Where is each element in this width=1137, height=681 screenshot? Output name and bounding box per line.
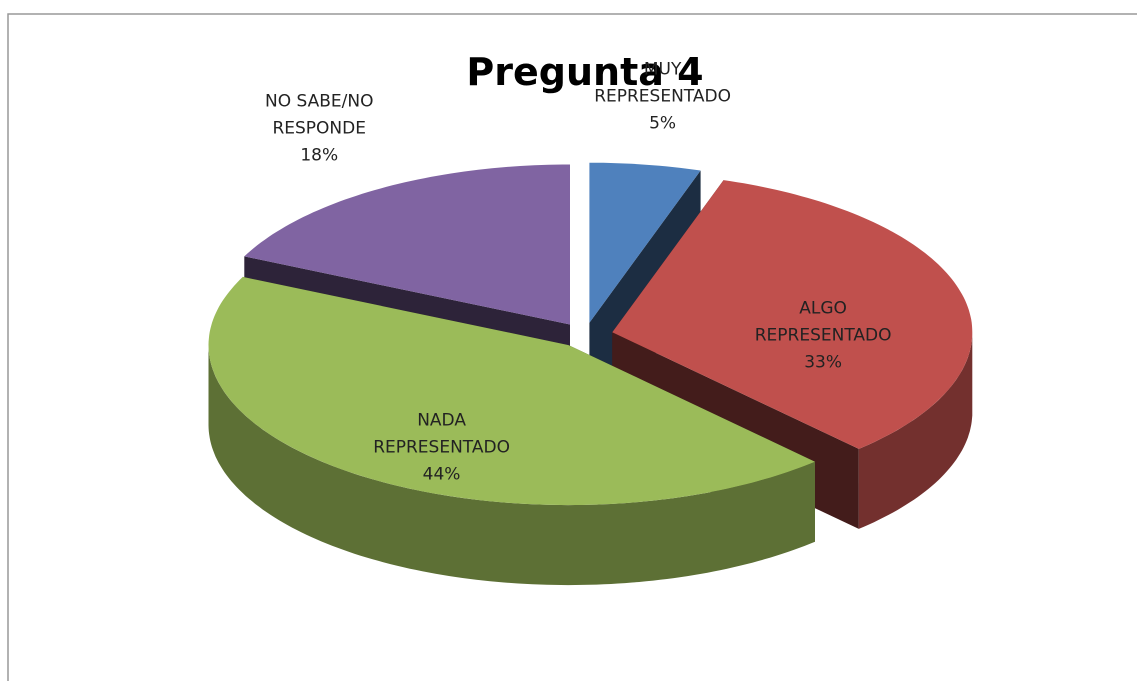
slice [612,180,973,449]
slice-label: ALGO REPRESENTADO 33% [738,296,908,377]
value-label: 5% [649,113,677,134]
category-label: NADA REPRESENTADO [373,410,510,458]
value-label: 18% [300,145,339,166]
slice-wall [208,345,815,586]
chart-title: Pregunta 4 [466,50,704,94]
value-label: 44% [422,464,461,485]
category-label: NO SABE/NO RESPONDE [264,91,374,139]
value-label: 33% [804,352,842,373]
slice-label: NADA REPRESENTADO 44% [357,407,527,488]
slice-label: NO SABE/NO RESPONDE 18% [234,88,404,169]
slice [589,162,701,323]
slice-wall [858,332,973,529]
slice [208,276,815,506]
slice [244,164,571,325]
category-label: ALGO REPRESENTADO [754,298,892,346]
slice-label: MUY REPRESENTADO 5% [578,57,748,138]
category-label: MUY REPRESENTADO [594,59,731,107]
